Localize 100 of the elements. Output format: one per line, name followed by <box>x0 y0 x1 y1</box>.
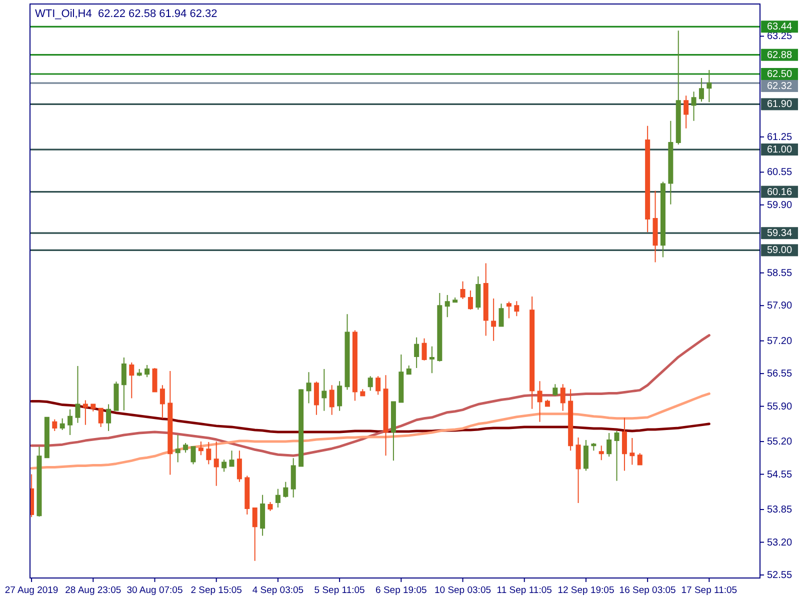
candlestick <box>568 388 574 452</box>
candlestick <box>530 296 535 410</box>
chart-title: WTI_Oil,H4 62.22 62.58 61.94 62.32 <box>35 8 218 20</box>
candlestick <box>537 380 542 422</box>
candlestick <box>68 408 73 436</box>
candlestick <box>136 368 142 377</box>
candlestick <box>275 488 280 508</box>
candlestick <box>337 380 342 412</box>
candlestick <box>684 95 689 129</box>
candlestick <box>637 452 642 466</box>
candlestick <box>606 432 612 458</box>
candlestick <box>622 417 627 472</box>
candlestick <box>660 181 666 258</box>
candlestick <box>652 190 658 263</box>
y-tick-label: 57.20 <box>767 335 792 346</box>
x-tick-label: 2 Sep 15:05 <box>190 585 242 596</box>
candlestick <box>390 401 396 462</box>
candlestick <box>406 365 412 375</box>
candlestick <box>75 366 80 424</box>
x-tick-label: 6 Sep 19:05 <box>376 585 427 596</box>
candlestick <box>429 346 434 374</box>
candlestick <box>329 384 334 416</box>
candlestick <box>290 458 296 498</box>
candlestick <box>190 446 196 465</box>
candlestick <box>676 30 681 145</box>
candlestick <box>591 442 596 452</box>
ref-line-label: 59.34 <box>766 228 792 239</box>
candlestick <box>576 437 581 504</box>
ref-line-label: 62.88 <box>766 49 792 60</box>
y-tick-label: 53.20 <box>767 536 792 548</box>
candlestick <box>422 338 427 361</box>
candlestick <box>614 430 620 482</box>
candlestick <box>598 445 604 461</box>
x-tick-label: 5 Sep 11:05 <box>314 585 365 596</box>
candlestick <box>214 441 219 486</box>
candlestick <box>414 336 420 369</box>
candlestick <box>498 303 504 327</box>
candlestick <box>476 276 481 310</box>
x-tick-label: 16 Sep 03:05 <box>619 585 676 596</box>
x-tick-label: 27 Aug 2019 <box>4 585 58 596</box>
ref-line-label: 59.00 <box>766 244 792 256</box>
candlestick <box>698 78 704 102</box>
x-tick-label: 30 Aug 07:05 <box>126 585 183 596</box>
x-tick-label: 17 Sep 11:05 <box>681 585 738 596</box>
candlestick <box>544 399 550 407</box>
candlestick <box>114 381 119 411</box>
ref-line-label: 63.44 <box>766 21 792 32</box>
candlestick <box>306 372 312 404</box>
candlestick <box>129 362 134 399</box>
candlestick <box>44 416 50 459</box>
y-tick-label: 53.85 <box>767 504 792 516</box>
candlestick <box>160 384 165 419</box>
ref-line-label: 62.32 <box>766 80 792 92</box>
candlestick <box>630 438 635 466</box>
y-tick-label: 59.90 <box>767 199 792 210</box>
candlestick <box>168 370 173 476</box>
candlestick <box>706 69 712 103</box>
candlestick <box>229 450 234 467</box>
candlestick <box>398 354 404 404</box>
candlestick <box>368 376 373 392</box>
candlestick <box>283 481 288 498</box>
candlestick <box>691 91 696 122</box>
x-tick-label: 28 Aug 23:05 <box>65 585 122 596</box>
candlestick <box>298 388 304 467</box>
y-tick-label: 54.55 <box>767 468 792 480</box>
candlestick <box>468 290 473 310</box>
candlestick <box>645 125 650 233</box>
x-tick-label: 10 Sep 03:05 <box>434 585 492 596</box>
y-tick-label: 58.55 <box>767 267 792 278</box>
candlestick <box>252 507 258 562</box>
y-tick-label: 57.90 <box>767 300 792 312</box>
candlestick <box>506 301 512 319</box>
ref-line-label: 61.00 <box>766 144 792 156</box>
candlestick <box>260 494 266 536</box>
candlestick <box>198 441 204 456</box>
ref-line-label: 61.90 <box>766 98 792 110</box>
y-tick-label: 61.25 <box>767 131 792 142</box>
candlestick <box>437 292 442 362</box>
candlestick <box>383 374 388 456</box>
candlestick <box>322 368 327 412</box>
candlestick <box>98 408 104 428</box>
candlestick <box>206 442 212 465</box>
line-series <box>30 392 710 470</box>
candlestick <box>344 314 350 390</box>
candlestick <box>121 356 126 411</box>
candlestick <box>360 388 366 396</box>
candlestick <box>483 262 488 336</box>
candlestick <box>352 330 358 402</box>
ref-line-label: 60.16 <box>766 186 792 198</box>
y-tick-label: 56.55 <box>767 368 792 380</box>
candlestick <box>491 298 496 342</box>
candlestick <box>222 459 227 472</box>
candlestick <box>444 294 450 318</box>
candlestick <box>583 440 588 472</box>
candlestick <box>152 368 158 392</box>
candlestick <box>268 501 273 512</box>
candlestick <box>175 434 180 463</box>
candlestick <box>560 384 566 412</box>
candlestick <box>183 442 188 454</box>
x-tick-label: 4 Sep 03:05 <box>252 585 304 596</box>
